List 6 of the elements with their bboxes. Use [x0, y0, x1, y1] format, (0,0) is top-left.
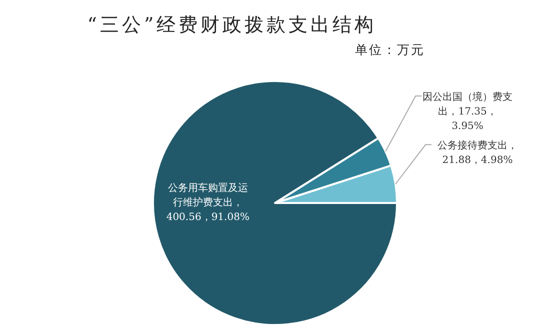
chart-subtitle: 单位：万元	[355, 42, 425, 57]
pie-slice	[152, 80, 398, 326]
chart-title: “三公”经费财政拨款支出结构	[87, 14, 377, 36]
slice-label: 公务用车购置及运行维护费支出，400.56，91.08%	[166, 182, 250, 223]
slice-label: 因公出国（境）费支出，17.35，3.95%	[422, 91, 513, 132]
slice-label: 公务接待费支出，21.88，4.98%	[438, 140, 518, 166]
